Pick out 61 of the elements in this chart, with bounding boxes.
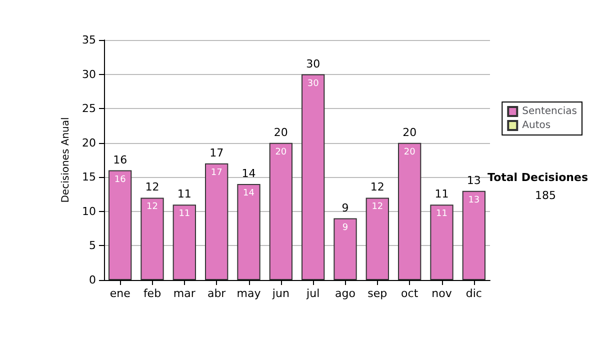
bar — [140, 198, 164, 280]
data-label: 12 — [372, 202, 384, 212]
bar — [430, 204, 454, 280]
total-label: 9 — [342, 201, 349, 214]
total-label: 12 — [370, 180, 384, 194]
y-tick-label: 35 — [82, 34, 96, 46]
total-label: 20 — [402, 126, 417, 139]
bar — [237, 184, 260, 280]
x-tick-label: oct — [401, 287, 419, 300]
total-label: 30 — [306, 57, 320, 70]
y-tick-label: 20 — [82, 136, 96, 150]
data-label: 9 — [342, 222, 348, 233]
data-label: 20 — [275, 147, 287, 158]
x-tick-label: nov — [432, 287, 452, 300]
y-tick-label: 0 — [89, 274, 96, 286]
data-label: 17 — [210, 168, 222, 178]
text: 185 — [535, 189, 556, 202]
legend-label: Sentencias — [522, 106, 578, 117]
data-label: 11 — [178, 209, 190, 220]
y-axis-title: Decisiones Anual — [60, 117, 72, 203]
data-label: 14 — [243, 188, 255, 198]
y-tick-label: 10 — [82, 204, 96, 218]
x-tick-label: ene — [110, 287, 131, 300]
x-tick-label: abr — [207, 287, 226, 300]
total-label: 11 — [434, 188, 449, 201]
bar — [462, 190, 486, 280]
bar — [269, 142, 292, 280]
y-tick-label: 30 — [82, 68, 96, 81]
x-tick-label: sep — [368, 287, 388, 300]
bar — [108, 170, 132, 280]
total-label: 11 — [177, 188, 192, 201]
legend-label: Autos — [522, 120, 551, 131]
data-label: 30 — [307, 78, 320, 89]
data-label: 20 — [404, 147, 416, 158]
x-tick-label: mar — [173, 287, 196, 300]
total-label: 17 — [210, 146, 224, 160]
total-label: 20 — [274, 126, 288, 139]
total-label: 14 — [242, 167, 256, 180]
bar — [398, 142, 422, 280]
y-tick-label: 15 — [82, 170, 96, 184]
bar — [205, 163, 228, 280]
bar — [334, 218, 357, 280]
y-tick-label: 5 — [89, 239, 96, 252]
x-tick-label: jun — [271, 287, 290, 300]
data-label: 13 — [468, 195, 480, 206]
bar — [366, 198, 389, 280]
annotation: Total Decisiones — [488, 171, 588, 184]
data-label: 11 — [436, 209, 448, 220]
y-tick-label: 25 — [82, 102, 96, 116]
data-label: 12 — [146, 202, 158, 212]
total-label: 16 — [113, 153, 128, 166]
data-label: 16 — [114, 174, 126, 185]
total-label: 13 — [466, 174, 481, 187]
total-label: 12 — [145, 180, 160, 194]
x-tick-label: may — [236, 287, 262, 300]
x-tick-label: dic — [466, 287, 482, 300]
bar — [172, 204, 196, 280]
x-tick-label: ago — [335, 287, 356, 300]
x-tick-label: jul — [306, 287, 320, 300]
x-tick-label: feb — [143, 287, 162, 300]
bar — [302, 74, 325, 280]
